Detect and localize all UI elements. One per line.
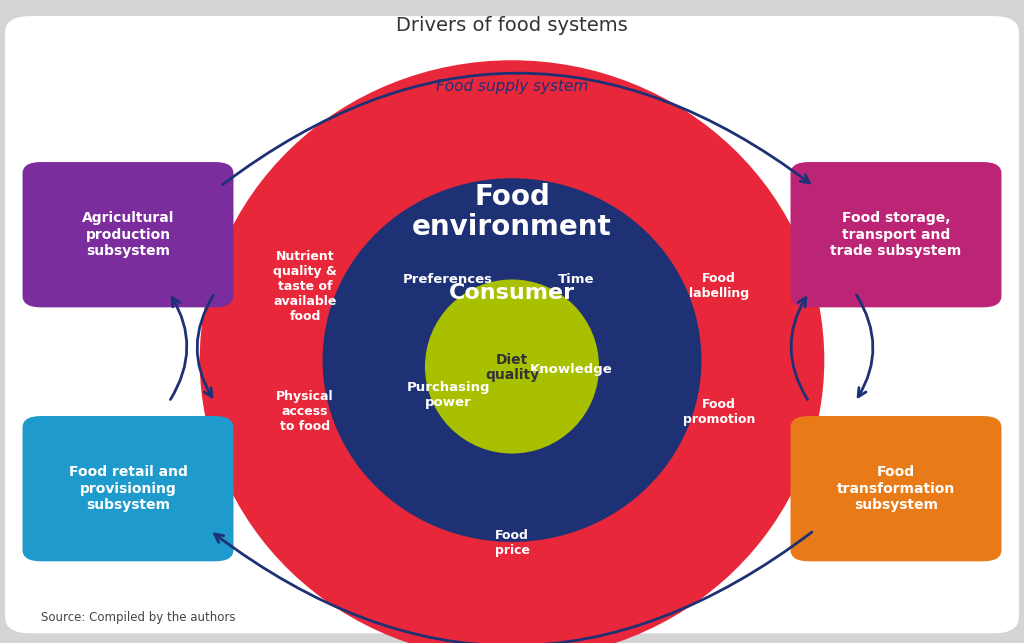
- Ellipse shape: [200, 60, 824, 643]
- Text: Consumer: Consumer: [449, 282, 575, 303]
- Text: Nutrient
quality &
taste of
available
food: Nutrient quality & taste of available fo…: [273, 249, 337, 323]
- FancyBboxPatch shape: [23, 416, 233, 561]
- Text: Physical
access
to food: Physical access to food: [276, 390, 334, 433]
- FancyBboxPatch shape: [5, 16, 1019, 633]
- FancyBboxPatch shape: [791, 162, 1001, 307]
- Text: Food
labelling: Food labelling: [689, 272, 749, 300]
- Text: Drivers of food systems: Drivers of food systems: [396, 16, 628, 35]
- Text: Knowledge: Knowledge: [530, 363, 612, 376]
- Ellipse shape: [425, 280, 599, 453]
- Text: Time: Time: [558, 273, 595, 286]
- Text: Food
promotion: Food promotion: [683, 397, 755, 426]
- Text: Food
price: Food price: [495, 529, 529, 557]
- Text: Source: Compiled by the authors: Source: Compiled by the authors: [41, 611, 236, 624]
- Text: Food storage,
transport and
trade subsystem: Food storage, transport and trade subsys…: [830, 212, 962, 258]
- FancyBboxPatch shape: [23, 162, 233, 307]
- Text: Preferences: Preferences: [402, 273, 493, 286]
- Text: Food
environment: Food environment: [412, 183, 612, 241]
- Text: Purchasing
power: Purchasing power: [407, 381, 490, 410]
- Text: Diet
quality: Diet quality: [485, 353, 539, 383]
- Text: Food supply system: Food supply system: [436, 79, 588, 95]
- Text: Agricultural
production
subsystem: Agricultural production subsystem: [82, 212, 174, 258]
- Ellipse shape: [323, 178, 701, 542]
- FancyBboxPatch shape: [791, 416, 1001, 561]
- Text: Food
transformation
subsystem: Food transformation subsystem: [837, 466, 955, 512]
- Text: Food retail and
provisioning
subsystem: Food retail and provisioning subsystem: [69, 466, 187, 512]
